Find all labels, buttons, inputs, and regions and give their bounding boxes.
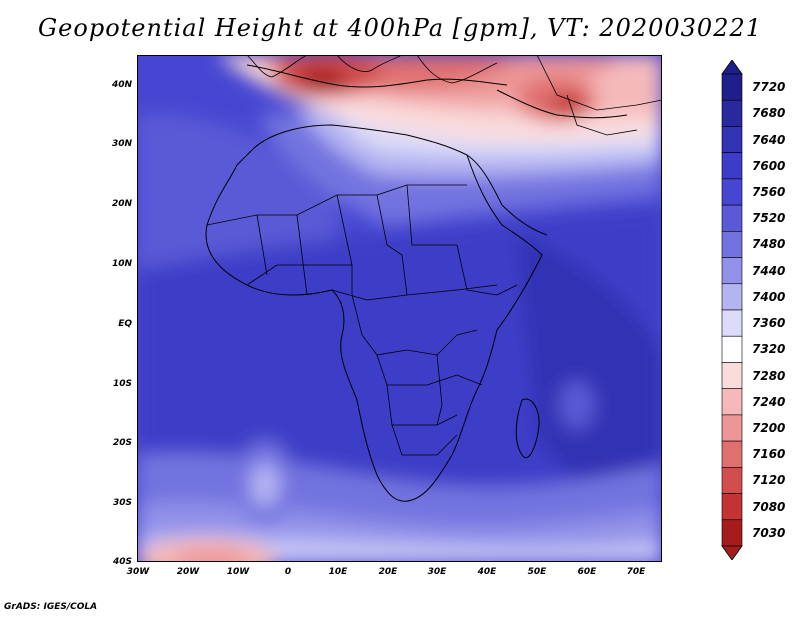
colorbar-segment	[721, 388, 743, 416]
colorbar-label: 7720	[752, 80, 786, 95]
lon-label: 50E	[527, 567, 547, 577]
lon-label: 10E	[328, 567, 348, 577]
colorbar-label: 7360	[752, 316, 786, 331]
lon-label: 10W	[226, 567, 250, 577]
map-canvas	[137, 55, 662, 562]
colorbar-label: 7480	[752, 237, 786, 252]
colorbar-segment	[721, 178, 743, 206]
colorbar-segment	[721, 519, 743, 547]
colorbar-segment	[721, 440, 743, 468]
lat-label: 10N	[111, 259, 132, 269]
lat-label: 30N	[111, 139, 132, 149]
colorbar-label: 7080	[752, 499, 786, 514]
lat-label: 20S	[112, 438, 132, 448]
colorbar-segment	[721, 204, 743, 232]
colorbar-label: 7560	[752, 185, 786, 199]
colorbar-segment	[721, 152, 743, 180]
lon-label: 30E	[427, 567, 447, 577]
colorbar-label: 7640	[752, 132, 786, 147]
colorbar-label: 7680	[752, 106, 786, 121]
europe-outline	[246, 55, 662, 136]
map-title: Geopotential Height at 400hPa [gpm], VT:…	[38, 14, 762, 42]
lat-label: 40N	[111, 80, 132, 90]
colorbar-label: 7280	[752, 368, 786, 383]
lat-label: 20N	[111, 199, 132, 209]
colorbar	[720, 59, 744, 561]
credit-text: GrADS: IGES/COLA	[4, 602, 98, 612]
lon-label: 60E	[577, 567, 597, 577]
lon-label: 30W	[126, 567, 150, 577]
colorbar-segment	[721, 231, 743, 258]
colorbar-segment	[721, 73, 743, 101]
colorbar-segment	[721, 309, 743, 337]
colorbar-segment	[721, 467, 743, 494]
colorbar-segment	[721, 99, 743, 127]
lon-label: 0	[284, 567, 292, 577]
colorbar-segment	[721, 283, 743, 311]
lon-label: 70E	[626, 567, 646, 577]
colorbar-graphic	[721, 59, 743, 561]
country-borders	[206, 184, 518, 456]
colorbar-label: 7240	[752, 394, 786, 409]
colorbar-label: 7400	[752, 289, 786, 304]
lat-label: 10S	[112, 379, 132, 389]
lon-label: 20W	[176, 567, 200, 577]
colorbar-top-arrow	[721, 59, 743, 75]
coastlines	[205, 64, 628, 502]
colorbar-segment	[721, 126, 743, 153]
lat-label: 30S	[112, 498, 132, 508]
colorbar-label: 7520	[752, 211, 786, 226]
colorbar-segment	[721, 493, 743, 521]
colorbar-segment	[721, 257, 743, 285]
colorbar-label: 7440	[752, 263, 786, 278]
colorbar-bottom-arrow	[721, 545, 743, 561]
colorbar-label: 7600	[752, 158, 786, 173]
lon-label: 40E	[477, 567, 497, 577]
colorbar-label: 7030	[752, 525, 786, 540]
height-field	[137, 55, 662, 562]
lon-label: 20E	[378, 567, 398, 577]
map-frame	[137, 55, 662, 562]
lat-label: EQ	[118, 319, 132, 329]
colorbar-segment	[721, 362, 743, 389]
colorbar-label: 7200	[752, 421, 786, 435]
contour-map	[137, 55, 662, 562]
colorbar-label: 7120	[752, 473, 786, 488]
colorbar-label: 7320	[752, 342, 786, 357]
colorbar-label: 7160	[752, 447, 786, 462]
lat-label: 40S	[112, 557, 132, 567]
colorbar-segment	[721, 335, 743, 363]
colorbar-segment	[721, 414, 743, 442]
